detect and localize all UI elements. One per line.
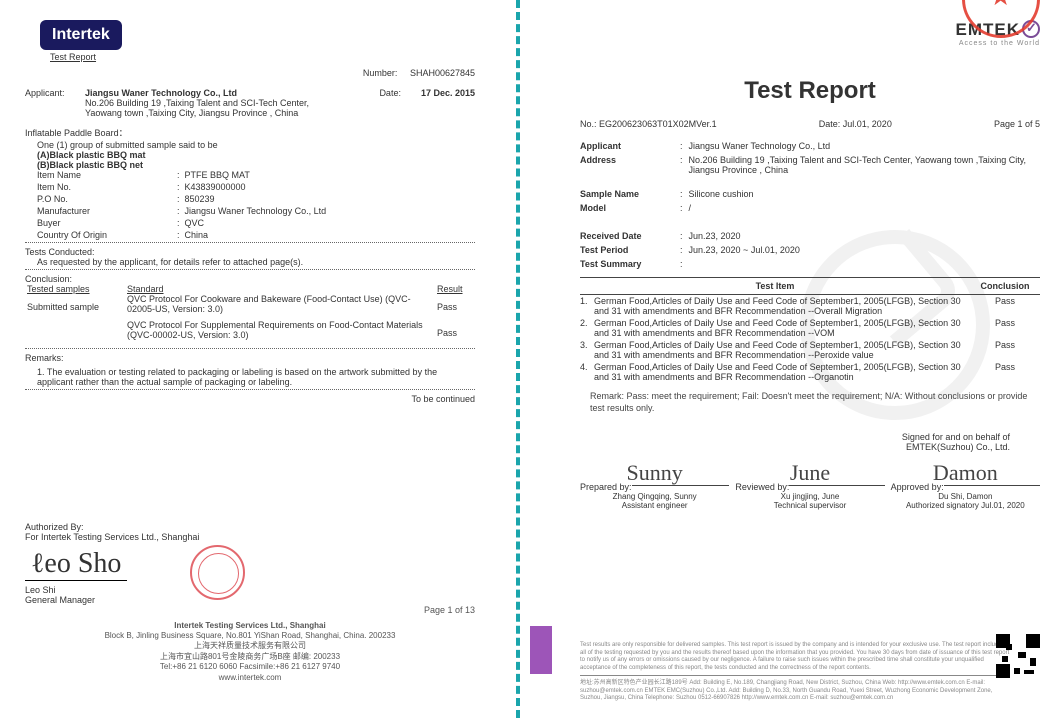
date-value: 17 Dec. 2015 (421, 88, 475, 118)
item-field: Manufacturer: Jiangsu Waner Technology C… (37, 206, 475, 216)
signature-col: Sunny Prepared by: Zhang Qingqing, Sunny… (580, 482, 729, 510)
footer-tel: Tel:+86 21 6120 6060 Facsimile:+86 21 61… (25, 662, 475, 672)
to-be-continued: To be continued (25, 394, 475, 404)
table-row: Submitted sampleQVC Protocol For Cookwar… (25, 294, 475, 320)
test-item-row: 3.German Food,Articles of Daily Use and … (580, 339, 1040, 361)
product-name: Inflatable Paddle Board： (25, 126, 475, 139)
date-value: Jul.01, 2020 (843, 119, 892, 129)
intertek-logo: Intertek (40, 20, 122, 50)
purple-bar (530, 626, 552, 674)
applicant-row: Applicant: Jiangsu Waner Technology Co.,… (25, 88, 475, 118)
sample-desc-a: (A)Black plastic BBQ mat (37, 150, 475, 160)
info-row: Test Summary: (580, 259, 1040, 269)
test-report-label: Test Report (50, 52, 475, 62)
authorized-block: Authorized By: For Intertek Testing Serv… (25, 522, 199, 605)
panel-divider (516, 0, 520, 718)
footer-addr: 地址:苏州高新区特色产业园长江路189号 Add: Building E, No… (580, 680, 1010, 702)
item-field: Item Name: PTFE BBQ MAT (37, 170, 475, 180)
table-row: QVC Protocol For Supplemental Requiremen… (25, 320, 475, 346)
header-row: Number: SHAH00627845 (25, 68, 475, 78)
sample-desc-b: (B)Black plastic BBQ net (37, 160, 475, 170)
number-value: SHAH00627845 (410, 68, 475, 78)
test-item-row: 2.German Food,Articles of Daily Use and … (580, 317, 1040, 339)
emtek-sub: Access to the World (580, 40, 1040, 47)
signature-col: Damon Approved by: Du Shi, DamonAuthoriz… (891, 482, 1040, 510)
applicant-label: Applicant: (25, 88, 85, 118)
signature: ℓeo Sho (25, 548, 127, 581)
footer-url: www.intertek.com (25, 673, 475, 683)
th-standard: Standard (125, 284, 435, 294)
no-value: EG200623063T01X02MVer.1 (599, 119, 717, 129)
remark-1: 1. The evaluation or testing related to … (37, 367, 475, 387)
page-indicator: Page 1 of 13 (25, 605, 475, 617)
sample-desc: One (1) group of submitted sample said t… (37, 140, 475, 150)
seal-icon (190, 545, 245, 600)
sig-title: General Manager (25, 595, 199, 605)
signatures: Sunny Prepared by: Zhang Qingqing, Sunny… (580, 482, 1040, 510)
applicant-value: Jiangsu Waner Technology Co., Ltd (85, 88, 309, 98)
emtek-report: EMTEK Access to the World Test Report No… (540, 0, 1060, 718)
item-field: Item No.: K43839000000 (37, 182, 475, 192)
th-result: Result (435, 284, 475, 294)
applicant-addr2: Yaowang town ,Taixing City, Jiangsu Prov… (85, 108, 309, 118)
signed-block: Signed for and on behalf of EMTEK(Suzhou… (580, 432, 1040, 452)
info-row: Received Date:Jun.23, 2020 (580, 231, 1040, 241)
qr-code-icon (996, 634, 1040, 678)
auth-for: For Intertek Testing Services Ltd., Shan… (25, 532, 199, 542)
info-row: Applicant:Jiangsu Waner Technology Co., … (580, 141, 1040, 151)
item-field: Buyer: QVC (37, 218, 475, 228)
signed-company: EMTEK(Suzhou) Co., Ltd. (580, 442, 1010, 452)
th-item: Test Item (580, 278, 970, 295)
remark-text: Remark: Pass: meet the requirement; Fail… (590, 391, 1040, 414)
signature-col: June Reviewed by: Xu jingjing, JuneTechn… (735, 482, 884, 510)
tests-line: As requested by the applicant, for detai… (37, 257, 475, 267)
info-fields: Applicant:Jiangsu Waner Technology Co., … (580, 141, 1040, 269)
date-label: Date: (819, 119, 841, 129)
item-field: P.O No.: 850239 (37, 194, 475, 204)
date-label: Date: (379, 88, 401, 118)
left-footer: Page 1 of 13 Intertek Testing Services L… (25, 605, 475, 683)
report-title: Test Report (580, 77, 1040, 105)
footer-addr-en: Block B, Jinling Business Square, No.801… (25, 631, 475, 641)
info-row: Address:No.206 Building 19 ,Taixing Tale… (580, 155, 1040, 175)
fine-print: Test results are only responsible for de… (580, 642, 1010, 676)
footer-firm: Intertek Testing Services Ltd., Shanghai (25, 621, 475, 631)
sig-name: Leo Shi (25, 585, 199, 595)
info-row: Model:/ (580, 203, 1040, 213)
conclusion-hdr: Conclusion: (25, 274, 475, 284)
number-label: Number: (363, 68, 398, 78)
intertek-report: Intertek Test Report Number: SHAH0062784… (0, 0, 500, 695)
item-field: Country Of Origin: China (37, 230, 475, 240)
info-row: Sample Name:Silicone cushion (580, 189, 1040, 199)
auth-hdr: Authorized By: (25, 522, 199, 532)
conclusion-table: Tested samples Standard Result Submitted… (25, 284, 475, 346)
tests-conducted-hdr: Tests Conducted: (25, 247, 475, 257)
page-value: Page 1 of 5 (994, 119, 1040, 129)
th-tested: Tested samples (25, 284, 125, 294)
applicant-addr1: No.206 Building 19 ,Taixing Talent and S… (85, 98, 309, 108)
top-info: No.: EG200623063T01X02MVer.1 Date: Jul.0… (580, 119, 1040, 129)
test-item-row: 1.German Food,Articles of Daily Use and … (580, 295, 1040, 318)
test-items-table: Test Item Conclusion 1.German Food,Artic… (580, 277, 1040, 383)
footer-addr-cn: 上海市宜山路801号金陵商务广场B座 邮编: 200233 (25, 652, 475, 662)
remarks-hdr: Remarks: (25, 353, 475, 363)
no-label: No.: (580, 119, 597, 129)
th-concl: Conclusion (970, 278, 1040, 295)
info-row: Test Period:Jun.23, 2020 ~ Jul.01, 2020 (580, 245, 1040, 255)
signed-for: Signed for and on behalf of (580, 432, 1010, 442)
footer-firm-cn: 上海天祥质量技术服务有限公司 (25, 641, 475, 651)
item-fields: Item Name: PTFE BBQ MAT Item No.: K438390… (25, 170, 475, 240)
test-item-row: 4.German Food,Articles of Daily Use and … (580, 361, 1040, 383)
